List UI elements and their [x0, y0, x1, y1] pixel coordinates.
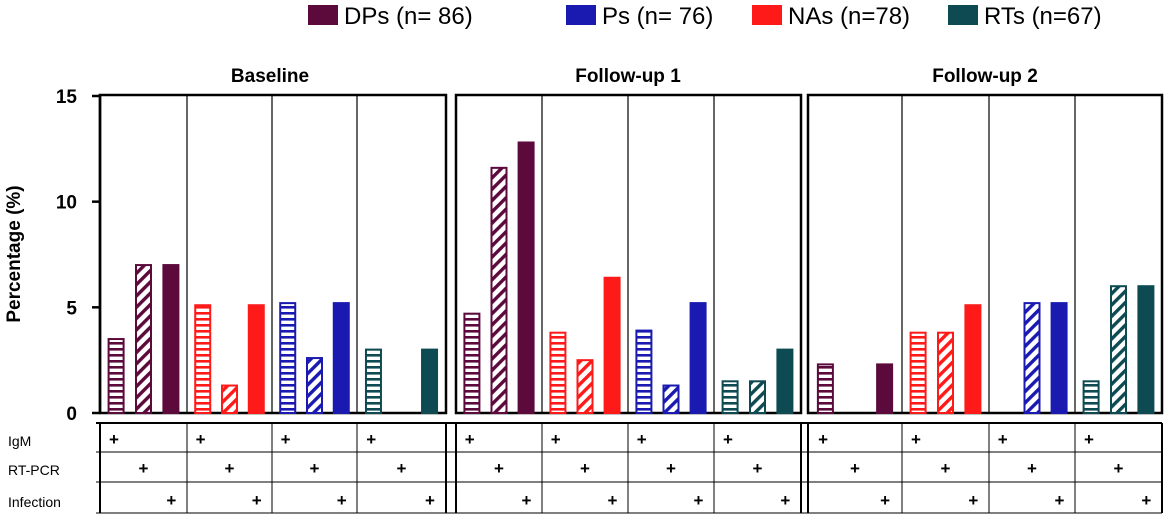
table-mark-igm: + [465, 430, 475, 449]
bar-ps-infection [1050, 302, 1068, 414]
table-mark-infection: + [337, 491, 347, 510]
table-mark-infection: + [694, 491, 704, 510]
table-mark-infection: + [968, 491, 978, 510]
table-mark-rt-pcr: + [225, 459, 235, 478]
legend-label-nas: NAs (n=78) [788, 3, 910, 30]
bar-rts-infection [1137, 285, 1155, 415]
table-mark-igm: + [723, 430, 733, 449]
bar-ps-rt-pcr [1023, 302, 1041, 414]
plot-area: Baseline Follow-up 1 Follow-up 2 [98, 66, 1164, 415]
table-mark-infection: + [1055, 491, 1065, 510]
table-mark-infection: + [780, 491, 790, 510]
bar-rts-infection [776, 348, 794, 415]
bar-dps-infection [517, 141, 535, 414]
table-mark-igm: + [366, 430, 376, 449]
bar-nas-igm [194, 304, 212, 414]
table-mark-rt-pcr: + [753, 459, 763, 478]
table-mark-rt-pcr: + [494, 459, 504, 478]
legend-swatch-dps [308, 5, 338, 25]
table-mark-igm: + [109, 430, 119, 449]
panel-title: Baseline [231, 66, 309, 87]
table-mark-infection: + [608, 491, 618, 510]
panel-title: Follow-up 2 [932, 66, 1038, 87]
table-mark-rt-pcr: + [666, 459, 676, 478]
table-mark-igm: + [551, 430, 561, 449]
bar-ps-rt-pcr [662, 384, 680, 415]
y-tick-label: 10 [56, 193, 77, 214]
panel-1: Follow-up 1 [454, 66, 803, 415]
bar-nas-rt-pcr [576, 359, 594, 414]
table-mark-infection: + [166, 491, 176, 510]
table-row-label: IgM [8, 433, 31, 449]
bar-rts-rt-pcr [749, 380, 766, 414]
y-tick-label: 0 [66, 404, 77, 425]
y-tick-label: 5 [66, 298, 77, 319]
bar-rts-igm [721, 380, 739, 414]
bar-ps-infection [332, 302, 350, 414]
bar-rts-igm [364, 348, 382, 415]
legend-label-ps: Ps (n= 76) [602, 3, 713, 30]
legend-swatch-ps [566, 5, 596, 25]
table-row-label: Infection [8, 494, 61, 510]
bar-ps-infection [689, 302, 707, 414]
table-mark-igm: + [637, 430, 647, 449]
table-mark-igm: + [818, 430, 828, 449]
bar-nas-rt-pcr [221, 384, 238, 415]
legend-swatch-rts [948, 5, 978, 25]
y-axis-label: Percentage (%) [4, 185, 25, 322]
table-mark-igm: + [281, 430, 291, 449]
bar-nas-infection [964, 304, 982, 414]
bar-dps-igm [463, 312, 481, 415]
table-mark-rt-pcr: + [580, 459, 590, 478]
table-mark-rt-pcr: + [850, 459, 860, 478]
legend-swatch-nas [752, 5, 782, 25]
legend-label-rts: RTs (n=67) [984, 3, 1102, 30]
bar-dps-infection [162, 264, 180, 415]
table-mark-rt-pcr: + [941, 459, 951, 478]
bar-dps-igm [107, 338, 125, 414]
bar-rts-infection [421, 348, 439, 415]
table-mark-igm: + [1084, 430, 1094, 449]
table-mark-infection: + [522, 491, 532, 510]
table-mark-igm: + [998, 430, 1008, 449]
bar-dps-rt-pcr [490, 166, 508, 414]
bar-nas-infection [603, 276, 621, 414]
bar-dps-igm [816, 363, 834, 415]
table-mark-rt-pcr: + [310, 459, 320, 478]
table-mark-infection: + [1141, 491, 1151, 510]
table-mark-igm: + [196, 430, 206, 449]
bar-nas-igm [909, 331, 927, 414]
panel-frame [806, 93, 1164, 415]
bar-dps-rt-pcr [135, 264, 152, 415]
bar-nas-rt-pcr [937, 331, 954, 414]
condition-table: IgM RT-PCR Infection + + + + + + + + + + + + + + + + + + + + + +… [8, 422, 1163, 514]
bar-ps-igm [279, 302, 297, 414]
table-mark-infection: + [880, 491, 890, 510]
bar-dps-infection [876, 363, 894, 415]
table-mark-igm: + [911, 430, 921, 449]
panel-2: Follow-up 2 [806, 66, 1164, 415]
bar-ps-igm [635, 329, 653, 414]
panel-title: Follow-up 1 [575, 66, 681, 87]
legend-label-dps: DPs (n= 86) [344, 3, 473, 30]
bar-nas-infection [247, 304, 265, 414]
bar-rts-igm [1082, 380, 1100, 414]
bar-ps-rt-pcr [306, 357, 323, 415]
y-axis: 0 5 10 15 Percentage (%) [4, 87, 102, 425]
panel-0: Baseline [98, 66, 448, 415]
table-mark-rt-pcr: + [397, 459, 407, 478]
y-tick-label: 15 [56, 87, 78, 108]
table-mark-infection: + [425, 491, 435, 510]
table-mark-rt-pcr: + [1027, 459, 1037, 478]
table-mark-rt-pcr: + [1114, 459, 1124, 478]
bar-nas-igm [549, 331, 567, 414]
table-mark-infection: + [252, 491, 262, 510]
bar-rts-rt-pcr [1110, 285, 1127, 415]
legend: DPs (n= 86) Ps (n= 76) NAs (n=78) RTs (n=67… [308, 3, 1102, 30]
table-mark-rt-pcr: + [139, 459, 149, 478]
table-row-label: RT-PCR [8, 462, 60, 478]
